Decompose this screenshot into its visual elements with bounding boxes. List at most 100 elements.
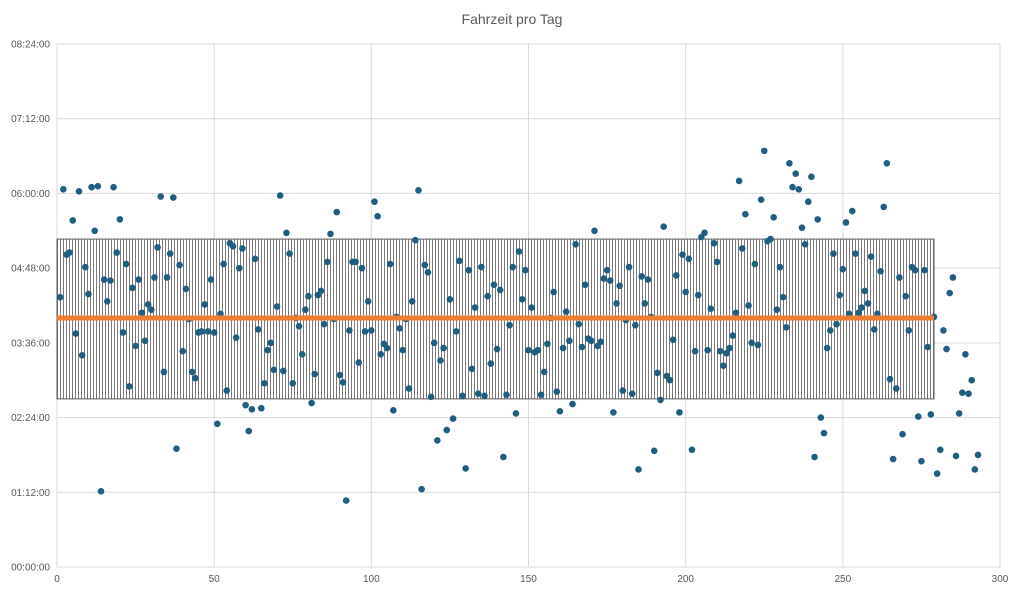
data-point: [864, 300, 872, 307]
y-tick-label: 04:48:00: [11, 264, 50, 275]
y-tick-label: 01:12:00: [11, 488, 50, 499]
data-point: [603, 266, 611, 274]
data-point: [562, 308, 570, 316]
data-point: [767, 235, 774, 243]
data-point: [424, 268, 432, 276]
data-point: [817, 414, 825, 421]
data-point: [958, 389, 966, 396]
y-tick-label: 06:00:00: [11, 189, 50, 200]
data-point: [405, 385, 413, 392]
chart-title: Fahrzeit pro Tag: [462, 11, 563, 27]
data-point: [610, 409, 617, 416]
data-point: [198, 328, 205, 335]
data-point: [676, 409, 683, 416]
data-point: [427, 393, 435, 401]
data-point: [69, 217, 77, 224]
data-point: [742, 210, 749, 218]
data-point: [361, 328, 369, 335]
data-point: [132, 342, 139, 350]
data-point: [368, 327, 375, 334]
data-point: [135, 276, 143, 283]
data-point: [327, 230, 334, 238]
data-point: [773, 306, 781, 313]
data-point: [694, 291, 702, 299]
data-point: [107, 277, 114, 284]
data-point: [144, 301, 152, 308]
data-point: [305, 292, 312, 300]
data-point: [103, 298, 111, 305]
data-point: [830, 250, 837, 257]
data-point: [201, 301, 209, 308]
data-point: [525, 346, 532, 354]
data-point: [855, 309, 862, 317]
data-point: [852, 250, 859, 257]
x-tick-label: 0: [54, 574, 60, 585]
data-point: [66, 249, 73, 256]
data-point: [537, 391, 545, 399]
data-point: [374, 212, 381, 220]
data-point: [795, 185, 803, 193]
data-point: [179, 347, 187, 355]
data-point: [81, 263, 89, 271]
data-point: [723, 349, 730, 357]
data-point: [952, 452, 960, 460]
data-point: [415, 187, 422, 194]
data-point: [399, 346, 407, 354]
x-tick-label: 100: [363, 574, 380, 585]
data-point: [232, 334, 240, 341]
data-point: [119, 329, 127, 336]
data-point: [808, 173, 815, 181]
data-point: [751, 260, 759, 268]
data-point: [173, 445, 180, 453]
data-point: [974, 451, 982, 459]
data-point: [506, 321, 513, 329]
data-point: [437, 357, 444, 364]
data-point: [364, 298, 372, 305]
data-point: [874, 310, 881, 318]
data-point: [170, 194, 177, 201]
data-point: [459, 392, 466, 400]
data-point: [619, 387, 627, 394]
data-point: [691, 347, 699, 355]
data-point: [229, 243, 237, 250]
data-point: [946, 289, 954, 297]
data-point: [720, 362, 727, 369]
data-point: [515, 248, 523, 255]
data-point: [600, 275, 608, 282]
data-point: [421, 261, 429, 269]
data-point: [713, 258, 721, 266]
data-point: [650, 447, 658, 455]
data-point: [141, 337, 149, 345]
data-point: [786, 160, 793, 167]
y-tick-label: 08:24:00: [11, 40, 50, 51]
data-point: [745, 302, 752, 309]
data-point: [814, 216, 821, 223]
data-point: [286, 250, 293, 257]
data-point: [500, 453, 507, 461]
data-point: [550, 288, 557, 296]
data-point: [116, 216, 124, 223]
data-point: [905, 327, 913, 334]
data-point: [845, 310, 853, 318]
data-point: [239, 245, 246, 252]
data-point: [899, 430, 906, 438]
data-point: [534, 346, 542, 354]
data-point: [635, 466, 642, 473]
x-tick-label: 300: [992, 574, 1009, 585]
data-point: [669, 336, 677, 344]
data-point: [729, 332, 737, 339]
data-point: [336, 371, 344, 379]
data-point: [559, 344, 567, 352]
data-point: [151, 274, 158, 281]
data-point: [182, 285, 190, 293]
data-point: [870, 326, 878, 333]
data-point: [456, 257, 463, 265]
data-point: [782, 323, 790, 331]
data-point: [110, 183, 117, 191]
data-point: [346, 327, 353, 334]
data-point: [735, 177, 743, 185]
data-point: [371, 198, 378, 206]
data-point: [716, 347, 724, 355]
data-point: [943, 345, 950, 353]
data-point: [858, 304, 865, 311]
